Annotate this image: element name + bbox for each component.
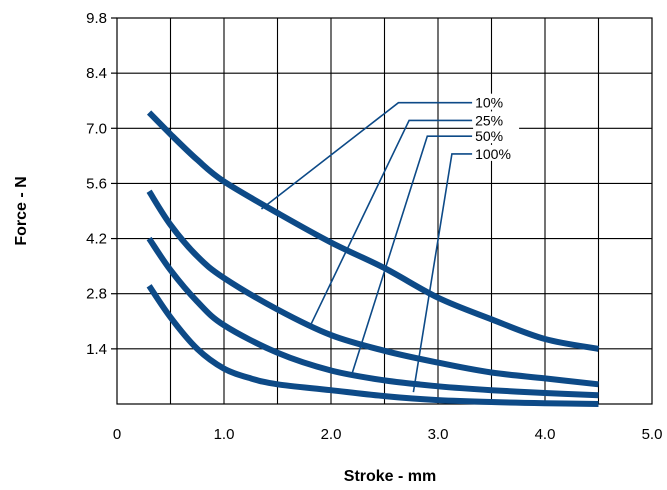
callout-label-bg (473, 127, 520, 144)
y-tick-label: 4.2 (86, 231, 107, 248)
series-line-4 (146, 284, 599, 407)
plot-frame (116, 17, 653, 405)
callout-leader-3 (351, 135, 473, 373)
x-tick-label: 2.0 (321, 426, 342, 443)
callout-leader-2 (308, 119, 473, 328)
x-tick-label: 4.0 (535, 426, 556, 443)
x-tick-label: 5.0 (642, 426, 663, 443)
x-axis-title: Stroke - mm (344, 468, 436, 485)
series-line-2 (146, 189, 599, 388)
callout-leader-4 (412, 153, 473, 393)
series-line-1 (146, 110, 600, 352)
callout-leader-1 (260, 101, 473, 210)
callout-label-2: 25% (475, 112, 503, 128)
legend-callouts: 10%25%50% 100% (260, 93, 520, 393)
callout-label-3: 50% (475, 128, 503, 144)
x-tick-label: 0 (113, 426, 121, 443)
callout-label-bg (473, 144, 520, 161)
series-line-3 (146, 236, 599, 399)
y-axis-ticks: 1.4 2.8 4.2 5.6 7.0 8.4 9.8 (86, 10, 117, 358)
callout-label-1: 10% (475, 95, 503, 111)
callout-label-bg (473, 93, 520, 110)
y-tick-label: 2.8 (86, 286, 107, 303)
y-tick-label: 9.8 (86, 10, 107, 27)
series-lines (146, 110, 600, 407)
x-tick-label: 1.0 (214, 426, 235, 443)
callout-label-bg (473, 111, 520, 128)
callout-label-4: 100% (475, 146, 511, 162)
y-tick-label: 1.4 (86, 341, 107, 358)
y-tick-label: 8.4 (86, 65, 107, 82)
y-tick-label: 5.6 (86, 175, 107, 192)
x-axis-ticks: 0 1.0 2.0 3.0 4.0 5.0 (113, 426, 663, 443)
y-tick-label: 7.0 (86, 120, 107, 137)
y-axis-title: Force - N (13, 176, 30, 245)
x-tick-label: 3.0 (428, 426, 449, 443)
